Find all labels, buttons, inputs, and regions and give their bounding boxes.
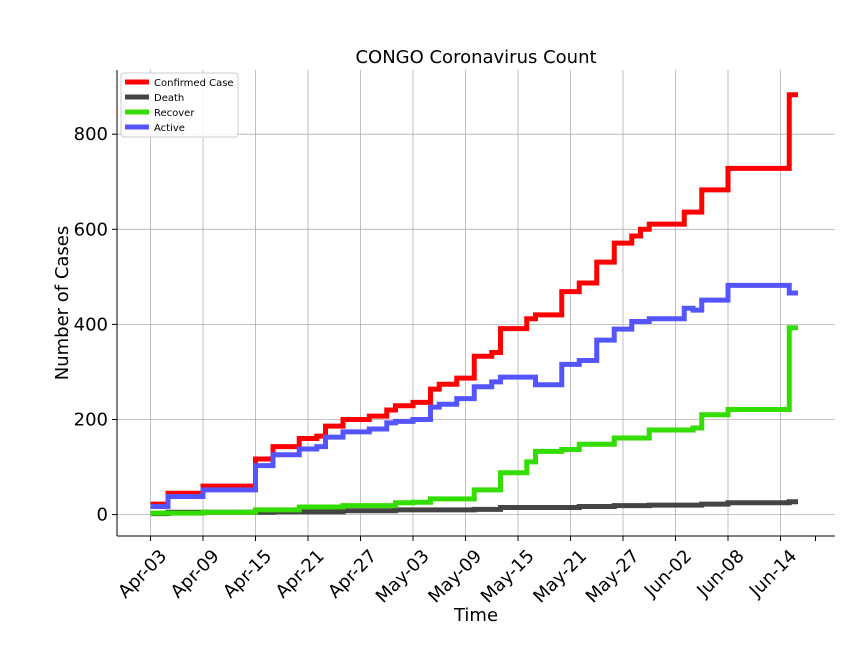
series-line-confirmed-case (150, 92, 798, 507)
x-tick-label: Apr-09 (167, 546, 224, 603)
x-tick-label: Apr-03 (114, 546, 171, 603)
grid-layer (117, 70, 835, 536)
series-line-recover (150, 325, 798, 516)
legend-label: Recover (154, 108, 195, 119)
x-tick-label: May-27 (582, 546, 644, 608)
x-axis-title: Time (453, 605, 498, 626)
legend-label: Death (154, 93, 184, 104)
x-tick-label: Jun-14 (745, 546, 801, 602)
axes-layer: 0200400600800Apr-03Apr-09Apr-15Apr-21Apr… (74, 70, 835, 607)
chart-title: CONGO Coronavirus Count (355, 47, 596, 68)
y-tick-label: 200 (74, 410, 108, 431)
y-tick-label: 0 (97, 505, 108, 526)
x-tick-label: Apr-15 (219, 546, 276, 603)
x-tick-label: May-21 (529, 546, 591, 608)
x-tick-label: May-03 (372, 546, 434, 608)
legend-label: Confirmed Case (154, 78, 234, 89)
y-tick-label: 600 (74, 219, 108, 240)
series-layer (150, 92, 798, 517)
y-tick-label: 800 (74, 124, 108, 145)
legend-box (120, 72, 239, 138)
x-tick-label: Apr-21 (272, 546, 329, 603)
x-tick-label: Jun-08 (692, 546, 748, 602)
legend-label: Active (154, 123, 185, 134)
legend: Confirmed Case Death Recover Active (120, 72, 239, 138)
y-tick-label: 400 (74, 314, 108, 335)
x-tick-label: Jun-02 (640, 546, 696, 602)
x-tick-label: May-15 (477, 546, 539, 608)
y-axis-title: Number of Cases (52, 226, 73, 381)
series-line-active (150, 282, 798, 510)
x-tick-label: May-09 (424, 546, 486, 608)
